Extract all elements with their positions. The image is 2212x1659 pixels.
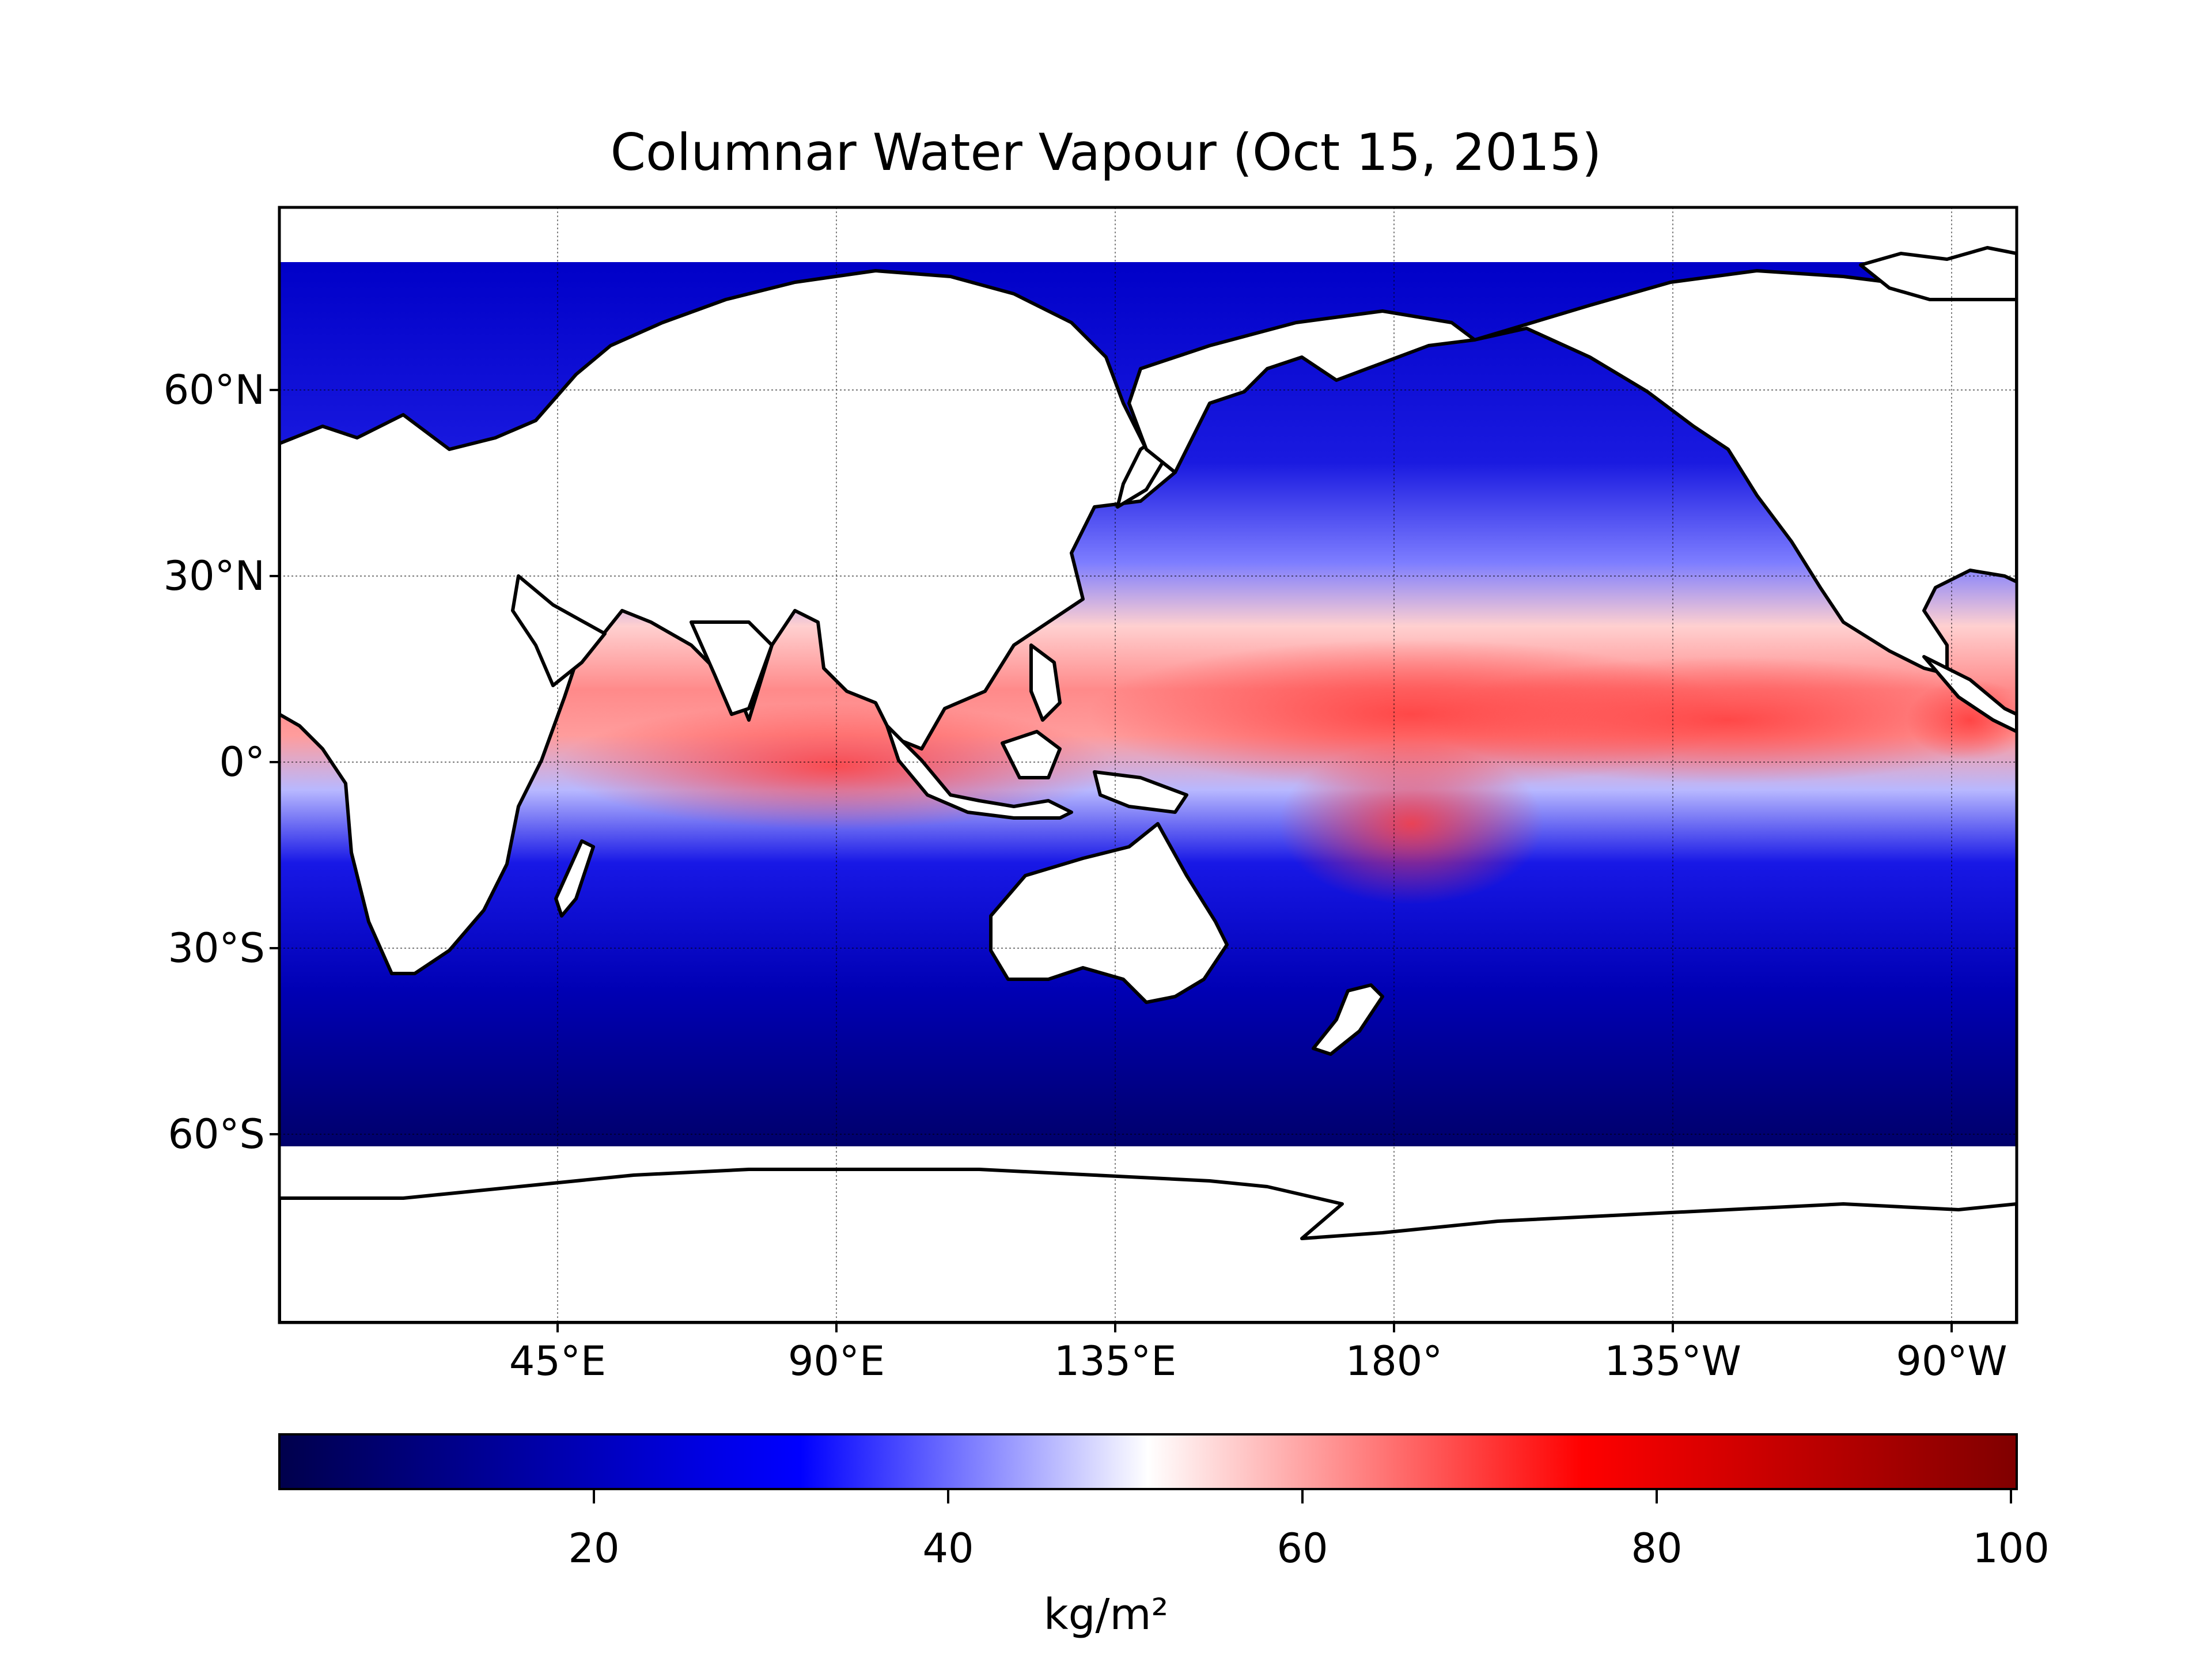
colorbar-tick-100: 100 — [1972, 1525, 2050, 1572]
lat-label-60s: 60°S — [168, 1111, 265, 1158]
lat-label-30s: 30°S — [168, 925, 265, 972]
map-title: Columnar Water Vapour (Oct 15, 2015) — [610, 123, 1602, 182]
land-australia — [989, 822, 1229, 1004]
colorbar-tick-20: 20 — [568, 1525, 620, 1572]
lon-label-90e: 90°E — [787, 1338, 885, 1385]
map-axis-ticks — [270, 389, 1953, 1332]
land-borneo — [1001, 730, 1062, 779]
land-indonesia — [885, 724, 1073, 820]
map-frame — [278, 206, 2018, 1324]
lat-label-60n: 60°N — [163, 366, 265, 414]
land-antarctica — [279, 1168, 2017, 1323]
land-arctic-islands — [1859, 246, 2017, 301]
colorbar-tick-40: 40 — [922, 1525, 974, 1572]
land-arabia — [511, 574, 607, 687]
colorbar-unit-label: kg/m² — [1043, 1590, 1169, 1639]
lon-label-45e: 45°E — [509, 1338, 607, 1385]
lon-label-135e: 135°E — [1054, 1338, 1177, 1385]
lon-label-90w: 90°W — [1896, 1338, 2008, 1385]
land-philippines — [1029, 643, 1062, 722]
land-ne-asia — [1127, 309, 1476, 474]
lon-label-135w: 135°W — [1604, 1338, 1741, 1385]
lat-label-30n: 30°N — [163, 552, 265, 600]
land-madagascar — [554, 839, 595, 918]
land-new-guinea — [1093, 770, 1188, 814]
spcz-moist — [1279, 743, 1544, 904]
colorbar-ticks — [593, 1489, 2012, 1503]
lon-label-180: 180° — [1345, 1338, 1443, 1385]
coastlines — [279, 246, 2017, 1323]
colorbar-tick-80: 80 — [1631, 1525, 1683, 1572]
land-new-zealand — [1312, 983, 1384, 1056]
itcz-central-pacific — [1429, 657, 2017, 783]
land-north-america — [1473, 269, 2017, 676]
graticule — [279, 207, 2017, 1323]
land-central-america — [1922, 655, 2017, 733]
colorbar — [278, 1433, 2018, 1490]
land-india — [690, 620, 774, 716]
north-mask — [279, 207, 2017, 262]
lat-label-equator: 0° — [219, 738, 265, 786]
colorbar-tick-60: 60 — [1277, 1525, 1328, 1572]
